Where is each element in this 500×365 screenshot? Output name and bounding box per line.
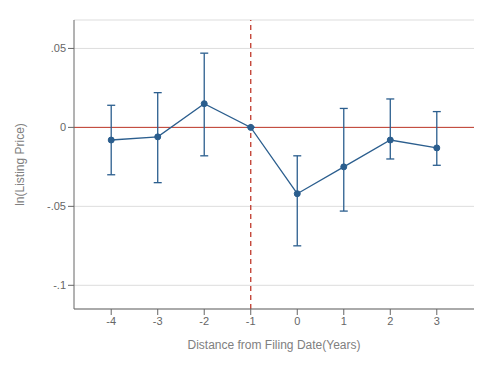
svg-text:0: 0 <box>60 121 66 133</box>
svg-text:-2: -2 <box>199 315 209 327</box>
svg-text:-1: -1 <box>246 315 256 327</box>
svg-text:-.05: -.05 <box>47 200 66 212</box>
svg-text:2: 2 <box>387 315 393 327</box>
svg-text:1: 1 <box>341 315 347 327</box>
svg-text:3: 3 <box>434 315 440 327</box>
svg-text:-3: -3 <box>153 315 163 327</box>
svg-text:-4: -4 <box>106 315 116 327</box>
svg-text:Distance from Filing Date(Year: Distance from Filing Date(Years) <box>188 338 361 352</box>
svg-text:0: 0 <box>294 315 300 327</box>
svg-text:.05: .05 <box>51 42 66 54</box>
svg-text:ln(Listing Price): ln(Listing Price) <box>13 123 27 206</box>
svg-text:-.1: -.1 <box>53 279 66 291</box>
